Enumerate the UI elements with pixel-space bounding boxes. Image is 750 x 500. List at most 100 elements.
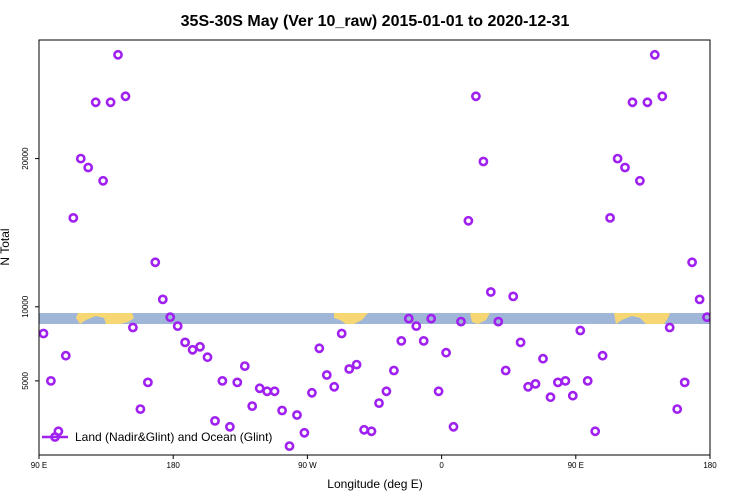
- data-point: [605, 212, 615, 223]
- data-point: [142, 377, 153, 388]
- data-point: [366, 426, 377, 437]
- data-point: [560, 375, 571, 386]
- data-point: [150, 257, 161, 268]
- data-point: [657, 91, 668, 102]
- chart-title: 35S-30S May (Ver 10_raw) 2015-01-01 to 2…: [181, 13, 570, 30]
- data-point: [351, 359, 362, 370]
- data-point: [165, 312, 176, 323]
- data-point: [39, 328, 49, 339]
- land-band-segment: [76, 313, 134, 324]
- x-tick-label: 90 E: [31, 461, 47, 470]
- data-point: [374, 398, 384, 408]
- data-point: [702, 312, 710, 323]
- data-point: [314, 343, 325, 354]
- data-point: [217, 375, 228, 386]
- legend-marker: [50, 432, 60, 442]
- data-point: [687, 257, 697, 268]
- plot-frame: [38, 39, 711, 456]
- land-band-segment: [470, 313, 490, 324]
- data-point: [172, 321, 183, 331]
- x-axis: 90 E 180 90 W 0 90 E 180: [31, 455, 717, 470]
- y-axis-label: N Total: [0, 228, 12, 265]
- data-point: [180, 337, 190, 348]
- data-point: [545, 392, 556, 403]
- data-point: [485, 287, 496, 297]
- data-point: [202, 352, 213, 363]
- data-point: [292, 410, 302, 420]
- data-point: [135, 404, 146, 414]
- land-band-segment: [614, 313, 670, 324]
- data-point: [590, 426, 601, 437]
- data-point: [403, 313, 414, 324]
- data-point: [418, 335, 429, 346]
- y-axis: 5000 10000 20000: [21, 147, 39, 390]
- data-point: [649, 49, 660, 60]
- legend: Land (Nadir&Glint) and Ocean (Glint): [42, 430, 272, 444]
- data-point: [344, 364, 355, 374]
- data-point: [210, 415, 220, 426]
- data-point: [359, 424, 369, 435]
- data-point: [120, 91, 131, 102]
- data-point: [83, 162, 94, 173]
- data-point: [441, 347, 451, 358]
- x-tick-label: 90 W: [298, 461, 317, 470]
- data-point: [664, 322, 675, 333]
- y-tick-label: 5000: [21, 371, 30, 389]
- legend-label: Land (Nadir&Glint) and Ocean (Glint): [75, 430, 272, 444]
- data-point: [321, 370, 332, 380]
- data-point: [224, 421, 235, 432]
- data-point: [627, 97, 638, 108]
- data-point: [113, 49, 123, 60]
- data-point: [508, 291, 519, 302]
- data-point: [672, 404, 683, 414]
- data-point: [157, 294, 168, 305]
- data-point: [612, 153, 623, 164]
- data-point: [381, 386, 392, 397]
- data-point: [299, 427, 310, 438]
- y-tick-label: 20000: [21, 147, 30, 170]
- data-point: [448, 421, 459, 432]
- land-band-segment: [334, 313, 368, 324]
- data-point: [620, 162, 630, 173]
- data-point: [90, 97, 101, 108]
- data-point: [567, 390, 578, 401]
- data-point: [694, 294, 705, 305]
- data-point: [329, 381, 340, 392]
- data-points: [39, 49, 710, 451]
- x-tick-label: 180: [703, 461, 717, 470]
- data-point: [463, 215, 474, 226]
- data-point: [426, 313, 437, 324]
- data-point: [262, 386, 272, 397]
- data-point: [478, 156, 489, 167]
- data-point: [500, 365, 511, 376]
- data-point: [470, 91, 481, 102]
- data-point: [336, 328, 347, 339]
- data-point: [553, 377, 563, 388]
- x-tick-label: 90 E: [568, 461, 584, 470]
- data-point: [575, 325, 586, 336]
- x-tick-label: 0: [439, 461, 444, 470]
- x-axis-label: Longitude (deg E): [327, 477, 422, 491]
- data-point: [388, 365, 399, 376]
- data-point: [46, 375, 56, 386]
- ocean-band: [39, 313, 710, 324]
- data-point: [98, 175, 108, 186]
- data-point: [75, 153, 86, 164]
- data-point: [127, 322, 138, 333]
- land-ocean-band: [39, 313, 710, 324]
- data-point: [411, 321, 422, 331]
- data-point: [396, 335, 407, 346]
- data-point: [269, 386, 280, 397]
- x-tick-label: 180: [167, 461, 181, 470]
- data-point: [635, 175, 645, 186]
- data-point: [195, 341, 205, 352]
- data-point: [538, 353, 548, 364]
- data-point: [530, 378, 541, 389]
- data-point: [597, 350, 608, 361]
- data-point: [642, 97, 653, 108]
- data-point: [582, 375, 593, 386]
- data-point: [433, 386, 444, 397]
- data-point: [515, 337, 526, 348]
- data-point: [679, 377, 690, 388]
